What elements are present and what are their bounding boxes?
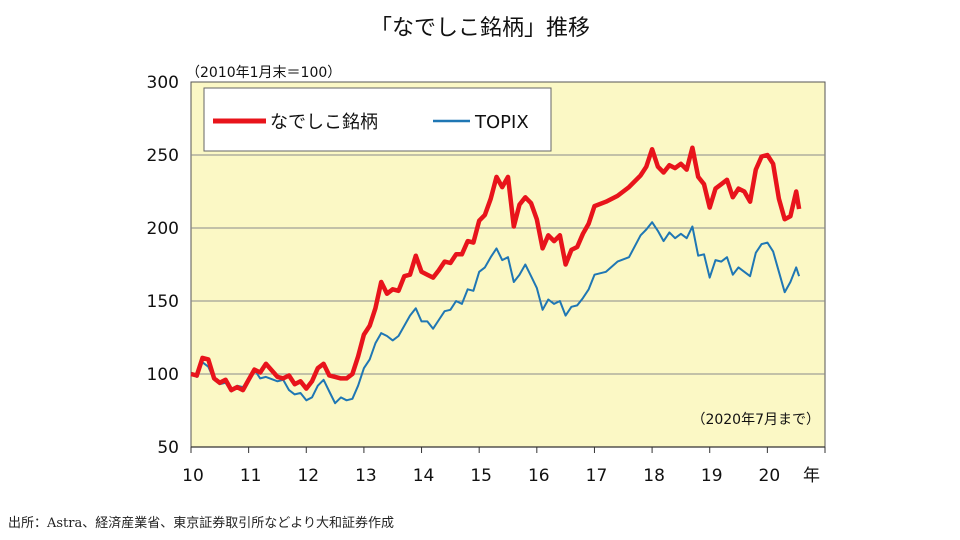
x-tick-label: 13 [355, 466, 377, 486]
x-tick-label: 18 [643, 466, 665, 486]
y-tick-label: 250 [147, 146, 179, 166]
series-line-topix [190, 221, 801, 405]
base-note: （2010年1月末＝100） [186, 65, 341, 81]
source-note: 出所：Astra、経済産業省、東京証券取引所などより大和証券作成 [8, 516, 394, 531]
y-tick-label: 300 [147, 73, 179, 93]
y-axis: 50 100 150 200 250 300 [147, 73, 179, 458]
x-axis: 10 11 12 13 14 15 16 17 18 19 20 [182, 446, 826, 486]
x-tick-label: 16 [528, 466, 550, 486]
legend: なでしこ銘柄 TOPIX [203, 87, 552, 152]
y-tick-label: 100 [147, 365, 179, 385]
x-tick-label: 15 [470, 466, 492, 486]
x-tick-label: 20 [759, 466, 781, 486]
legend-label-nadeshiko: なでしこ銘柄 [270, 112, 378, 133]
y-tick-label: 50 [157, 438, 179, 458]
x-tick-label: 17 [586, 466, 608, 486]
grid-lines [191, 154, 825, 375]
x-tick-label: 19 [701, 466, 723, 486]
x-tick-label: 12 [297, 466, 319, 486]
series-line-nadeshiko [190, 145, 802, 393]
legend-label-topix: TOPIX [474, 112, 529, 133]
x-tick-label: 11 [240, 466, 262, 486]
chart-title: 「なでしこ銘柄」推移 [369, 16, 590, 41]
series-lines [190, 145, 802, 405]
end-note: （2020年7月まで） [691, 412, 820, 428]
x-tick-label: 14 [413, 466, 435, 486]
y-tick-label: 200 [147, 219, 179, 239]
x-tick-label: 10 [182, 466, 204, 486]
x-axis-unit-label: 年 [803, 466, 820, 486]
y-tick-label: 150 [147, 292, 179, 312]
